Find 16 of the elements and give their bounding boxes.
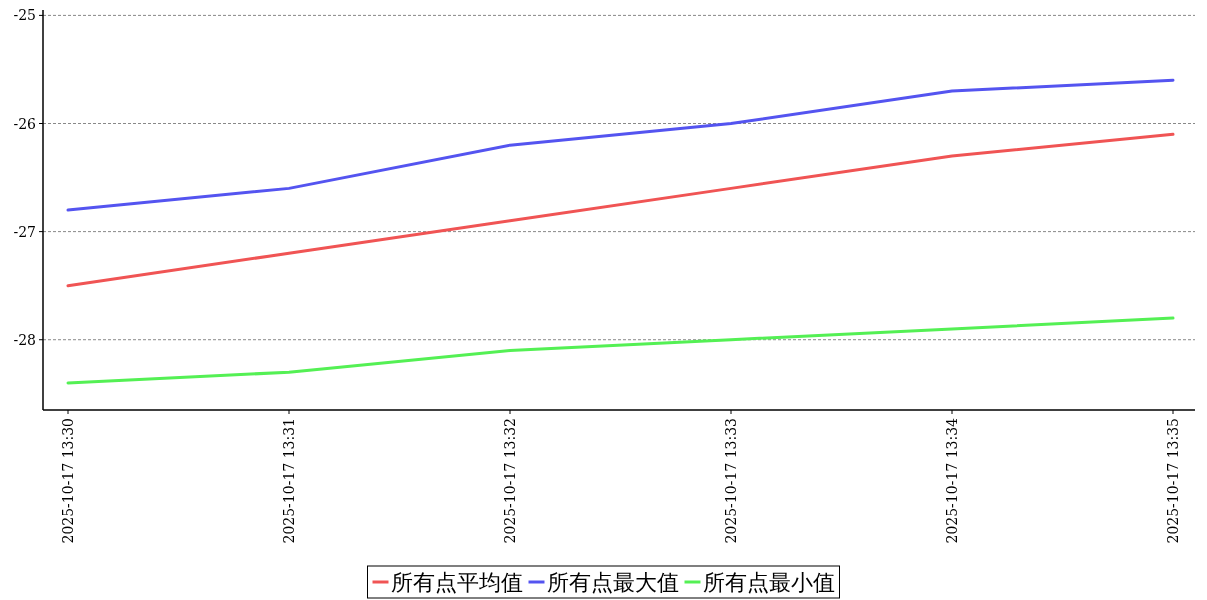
line-series: [66, 78, 1175, 212]
x-tick-label: 2025-10-17 13:33: [723, 418, 739, 544]
x-tick-label: 2025-10-17 13:35: [1165, 418, 1181, 544]
legend-label: 所有点平均值: [390, 570, 523, 595]
line-series: [66, 316, 1175, 385]
y-tick-label: -27: [13, 223, 36, 240]
line-series: [66, 132, 1175, 288]
x-tick-label: 2025-10-17 13:32: [502, 418, 518, 544]
x-tick-label: 2025-10-17 13:31: [281, 418, 297, 544]
y-tick-label: -26: [13, 115, 37, 132]
y-tick-label: -28: [13, 331, 36, 348]
legend-label: 所有点最大值: [546, 570, 679, 595]
legend-label: 所有点最小值: [702, 570, 835, 595]
x-tick-label: 2025-10-17 13:30: [60, 418, 76, 544]
x-tick-label: 2025-10-17 13:34: [944, 417, 960, 544]
y-tick-label: -25: [13, 7, 36, 24]
